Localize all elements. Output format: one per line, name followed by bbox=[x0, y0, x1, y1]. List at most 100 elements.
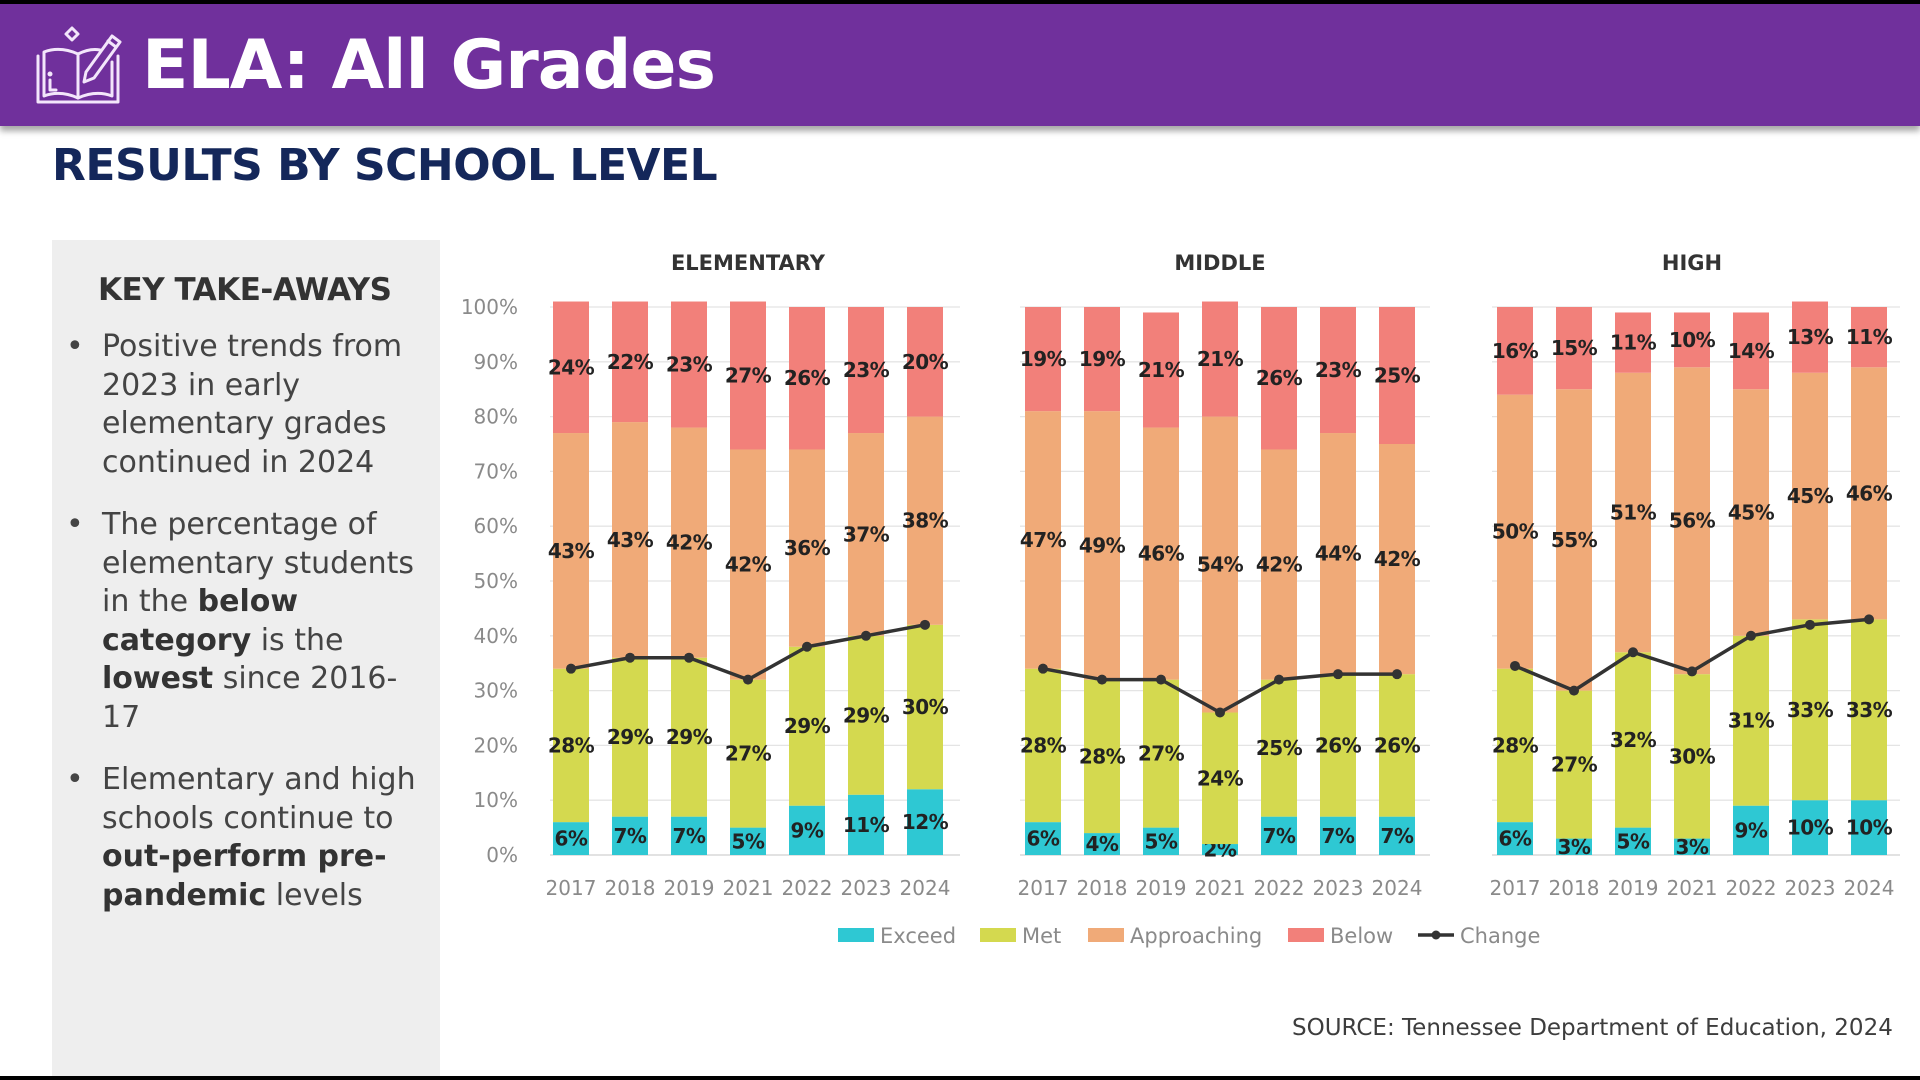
change-point bbox=[1805, 619, 1815, 630]
data-label: 4% bbox=[1086, 832, 1119, 856]
bar-segment-below bbox=[1792, 301, 1828, 373]
change-point bbox=[1746, 630, 1756, 641]
bar-segment-below bbox=[1320, 307, 1356, 434]
takeaway-emphasis: lowest bbox=[102, 661, 214, 696]
bar-segment-below bbox=[907, 307, 943, 417]
panel-title: ELEMENTARY bbox=[671, 251, 826, 275]
data-label: 10% bbox=[1669, 328, 1716, 352]
change-point bbox=[743, 674, 753, 685]
panel-title: MIDDLE bbox=[1174, 251, 1265, 275]
data-label: 27% bbox=[725, 364, 772, 388]
bar-segment-below bbox=[1379, 307, 1415, 444]
legend-swatch-exceed bbox=[838, 928, 874, 942]
takeaway-text: Elementary and high schools continue to bbox=[102, 762, 416, 836]
data-label: 27% bbox=[1551, 753, 1598, 777]
bar-segment-exceed bbox=[907, 789, 943, 855]
change-point bbox=[1510, 660, 1520, 671]
bar-segment-exceed bbox=[1497, 822, 1533, 855]
x-tick-label: 2024 bbox=[900, 876, 951, 900]
data-label: 26% bbox=[1315, 733, 1362, 757]
bar-segment-met bbox=[1733, 635, 1769, 806]
data-label: 43% bbox=[607, 528, 654, 552]
change-point bbox=[684, 652, 694, 663]
bar-segment-approaching bbox=[1202, 416, 1238, 713]
bar-segment-exceed bbox=[1851, 800, 1887, 855]
bar-segment-met bbox=[1202, 712, 1238, 845]
data-label: 19% bbox=[1079, 347, 1126, 371]
key-takeaways-title: KEY TAKE-AWAYS bbox=[98, 272, 392, 308]
data-label: 6% bbox=[1499, 827, 1532, 851]
legend-label: Below bbox=[1330, 924, 1393, 948]
x-tick-label: 2021 bbox=[1195, 876, 1246, 900]
takeaway-item: • Positive trends from 2023 in early elem… bbox=[52, 328, 440, 482]
panel-title: HIGH bbox=[1662, 251, 1722, 275]
takeaway-text: Positive trends from 2023 in early eleme… bbox=[102, 329, 403, 480]
bar-segment-below bbox=[1497, 307, 1533, 395]
legend-label: Approaching bbox=[1130, 924, 1262, 948]
bar-segment-exceed bbox=[1202, 844, 1238, 855]
change-point bbox=[1097, 674, 1107, 685]
bar-segment-met bbox=[671, 657, 707, 817]
data-label: 21% bbox=[1197, 347, 1244, 371]
key-takeaways-panel: KEY TAKE-AWAYS • Positive trends from 202… bbox=[52, 240, 440, 1076]
legend-swatch-met bbox=[980, 928, 1016, 942]
bar-segment-approaching bbox=[1674, 367, 1710, 675]
legend-swatch-approaching bbox=[1088, 928, 1124, 942]
data-label: 42% bbox=[725, 553, 772, 577]
bar-segment-approaching bbox=[1733, 389, 1769, 636]
bar-segment-met bbox=[612, 657, 648, 817]
bar-segment-approaching bbox=[612, 422, 648, 658]
data-label: 11% bbox=[843, 813, 890, 837]
data-label: 31% bbox=[1728, 709, 1775, 733]
change-point bbox=[1156, 674, 1166, 685]
data-label: 26% bbox=[1256, 366, 1303, 390]
bar-segment-exceed bbox=[1733, 805, 1769, 855]
data-label: 15% bbox=[1551, 336, 1598, 360]
page-title: ELA: All Grades bbox=[142, 26, 716, 105]
data-label: 5% bbox=[1145, 829, 1178, 853]
data-label: 29% bbox=[843, 703, 890, 727]
bar-segment-approaching bbox=[907, 416, 943, 625]
x-tick-label: 2024 bbox=[1844, 876, 1895, 900]
data-label: 5% bbox=[732, 829, 765, 853]
data-label: 11% bbox=[1846, 325, 1893, 349]
x-tick-label: 2021 bbox=[723, 876, 774, 900]
change-point bbox=[1864, 614, 1874, 625]
bar-segment-exceed bbox=[1320, 816, 1356, 855]
bar-segment-met bbox=[1615, 652, 1651, 828]
y-tick-label: 0% bbox=[486, 843, 518, 867]
bar-segment-met bbox=[789, 646, 825, 806]
data-label: 42% bbox=[1374, 547, 1421, 571]
bar-segment-approaching bbox=[1379, 444, 1415, 675]
bar-segment-approaching bbox=[1143, 427, 1179, 680]
y-tick-label: 10% bbox=[474, 788, 518, 812]
bar-segment-exceed bbox=[671, 816, 707, 855]
bar-segment-met bbox=[848, 635, 884, 795]
data-label: 38% bbox=[902, 509, 949, 533]
data-label: 7% bbox=[1381, 824, 1414, 848]
data-label: 24% bbox=[548, 355, 595, 379]
bar-segment-met bbox=[1261, 679, 1297, 817]
data-label: 22% bbox=[607, 350, 654, 374]
data-label: 26% bbox=[784, 366, 831, 390]
data-label: 46% bbox=[1138, 542, 1185, 566]
x-tick-label: 2019 bbox=[1136, 876, 1187, 900]
data-label: 28% bbox=[1492, 733, 1539, 757]
x-tick-label: 2022 bbox=[1726, 876, 1777, 900]
data-label: 23% bbox=[843, 358, 890, 382]
bar-segment-below bbox=[612, 301, 648, 423]
bottom-border bbox=[0, 1076, 1920, 1080]
change-point bbox=[861, 630, 871, 641]
takeaway-text: The percentage of elementary students in… bbox=[102, 507, 415, 619]
data-label: 42% bbox=[666, 531, 713, 555]
data-label: 29% bbox=[607, 725, 654, 749]
data-label: 19% bbox=[1020, 347, 1067, 371]
change-point bbox=[920, 619, 930, 630]
change-point bbox=[1333, 669, 1343, 680]
change-point bbox=[1687, 666, 1697, 677]
y-tick-label: 60% bbox=[474, 514, 518, 538]
x-tick-label: 2021 bbox=[1667, 876, 1718, 900]
data-label: 6% bbox=[555, 827, 588, 851]
data-label: 45% bbox=[1728, 501, 1775, 525]
book-pencil-icon bbox=[36, 26, 122, 104]
